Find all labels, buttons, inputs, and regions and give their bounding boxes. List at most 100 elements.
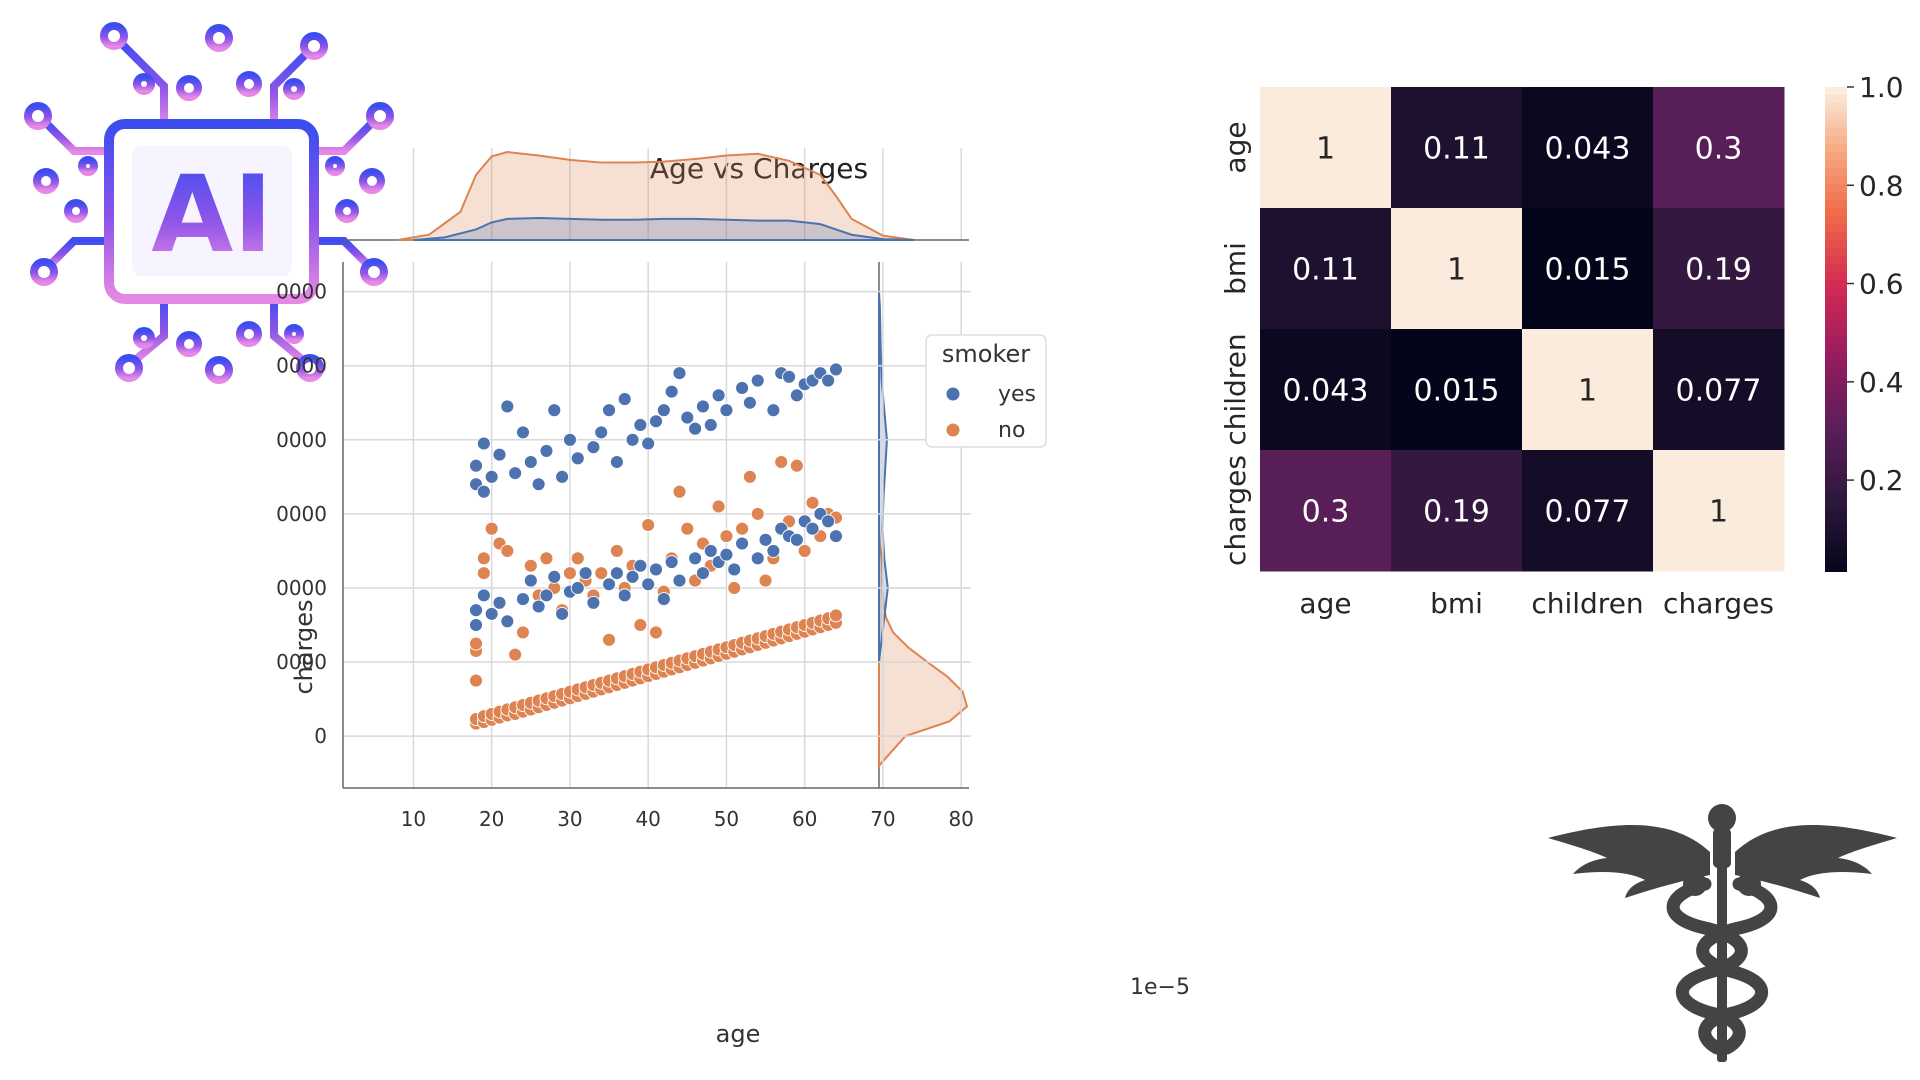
scatter-point-yes xyxy=(469,458,483,473)
scatter-point-no xyxy=(516,625,530,640)
legend-label-yes: yes xyxy=(998,382,1036,407)
colorbar-segment xyxy=(1825,450,1847,460)
scatter-point-yes xyxy=(578,566,593,581)
colorbar-segment xyxy=(1825,482,1847,492)
scatter-point-no xyxy=(609,543,624,558)
colorbar-segment xyxy=(1825,199,1847,209)
x-tick-label: 70 xyxy=(870,807,895,831)
heatmap-cell xyxy=(1653,329,1785,451)
ai-chip-icon: AI xyxy=(24,22,394,384)
colorbar-segment xyxy=(1825,143,1847,153)
scatter-point-yes xyxy=(750,551,765,566)
x-tick-label: 30 xyxy=(557,807,582,831)
colorbar-segment xyxy=(1825,498,1847,508)
scatter-point-yes xyxy=(656,403,671,418)
age-charges-jointplot: Age vs Charges 10 20 30 40 50 60 70 80 0 10000 200… xyxy=(276,148,1190,1048)
colorbar-segment xyxy=(1825,425,1847,435)
scatter-point-yes xyxy=(602,403,616,418)
scatter-point-yes xyxy=(664,384,679,399)
scatter-point-yes xyxy=(758,532,773,547)
scatter-point-no xyxy=(602,632,616,647)
y-tick-label: 20000 xyxy=(276,576,327,600)
scatter-point-yes xyxy=(570,451,585,466)
caduceus-icon xyxy=(1548,804,1897,1062)
scatter-point-no xyxy=(774,455,789,469)
colorbar-segment xyxy=(1825,369,1847,379)
colorbar-segment xyxy=(1825,417,1847,427)
scatter-point-yes xyxy=(688,421,703,436)
colorbar-segment xyxy=(1825,103,1847,113)
scatter-point-yes xyxy=(555,606,570,621)
scatter-point-no xyxy=(476,566,491,581)
heatmap-cell xyxy=(1522,87,1654,209)
scatter-point-yes xyxy=(649,562,663,577)
scatter-point-yes xyxy=(711,388,726,403)
scatter-point-no xyxy=(758,573,773,588)
scatter-point-yes xyxy=(500,614,515,629)
colorbar-segment xyxy=(1825,127,1847,137)
scatter-point-yes xyxy=(625,432,640,447)
legend-marker-yes xyxy=(945,386,961,402)
scatter-point-yes xyxy=(609,455,624,469)
colorbar-segment xyxy=(1825,377,1847,387)
heatmap-cell xyxy=(1391,87,1523,209)
heatmap-cell-label: 0.015 xyxy=(1545,253,1631,288)
scatter-point-yes xyxy=(766,543,781,558)
scatter-point-yes xyxy=(516,592,530,607)
colorbar-segment xyxy=(1825,458,1847,468)
colorbar-segment xyxy=(1825,401,1847,411)
heatmap-cell-label: 0.3 xyxy=(1302,495,1350,530)
heatmap-cell xyxy=(1391,208,1523,330)
scatter-point-yes xyxy=(805,521,820,536)
scatter-point-yes xyxy=(625,569,640,584)
colorbar-segment xyxy=(1825,151,1847,161)
scatter-point-yes xyxy=(829,529,843,544)
scatter-point-yes xyxy=(609,566,624,581)
scatter-point-yes xyxy=(469,618,483,632)
scatter-point-yes xyxy=(562,432,577,447)
scatter-point-no xyxy=(735,521,750,536)
heatmap-row-labels: age bmi children charges xyxy=(1219,121,1252,566)
scatter-point-no xyxy=(539,551,554,566)
scatter-point-yes xyxy=(735,536,750,551)
heatmap-cell-label: 0.19 xyxy=(1423,495,1490,530)
scatter-point-no xyxy=(476,551,491,566)
scatter-point-yes xyxy=(555,469,570,484)
heatmap-row-label: bmi xyxy=(1219,242,1252,295)
colorbar-segment xyxy=(1825,167,1847,177)
ai-logo-text: AI xyxy=(151,153,272,276)
heatmap-cell xyxy=(1391,450,1523,572)
x-tick-label: 80 xyxy=(948,807,973,831)
colorbar-segment xyxy=(1825,111,1847,121)
marginal-y-kde-no xyxy=(878,528,969,769)
legend-title: smoker xyxy=(942,340,1030,368)
x-tick-label: 10 xyxy=(401,807,426,831)
scatter-point-no xyxy=(672,484,687,499)
heatmap-cell xyxy=(1522,450,1654,572)
marginal-x-kde xyxy=(343,148,969,241)
heatmap-column-label: bmi xyxy=(1430,587,1483,620)
heatmap-row-label: charges xyxy=(1219,455,1252,566)
scatter-point-yes xyxy=(500,399,515,414)
colorbar-segment xyxy=(1825,433,1847,443)
scatter-point-no xyxy=(633,618,648,632)
colorbar-segment xyxy=(1825,320,1847,330)
scatter-point-yes xyxy=(539,443,554,458)
y-tick-label: 60000 xyxy=(276,280,327,304)
scatter-point-no xyxy=(719,529,734,544)
scatter-point-yes xyxy=(703,543,718,558)
scatter-point-yes xyxy=(656,592,671,607)
scatter-point-no xyxy=(500,543,515,558)
scatter-point-yes xyxy=(539,588,554,603)
heatmap-cell xyxy=(1260,450,1392,572)
colorbar-segment xyxy=(1825,248,1847,258)
x-tick-label: 60 xyxy=(792,807,817,831)
colorbar-tick-label: 0.6 xyxy=(1859,268,1904,301)
x-tick-label: 40 xyxy=(635,807,660,831)
heatmap-cell-label: 0.11 xyxy=(1423,132,1490,167)
heatmap-cell-label: 0.077 xyxy=(1676,374,1762,409)
heatmap-cell-label: 0.043 xyxy=(1545,132,1631,167)
scatter-point-yes xyxy=(703,418,718,432)
y-tick-label: 30000 xyxy=(276,502,327,526)
scatter-point-yes xyxy=(821,514,836,529)
